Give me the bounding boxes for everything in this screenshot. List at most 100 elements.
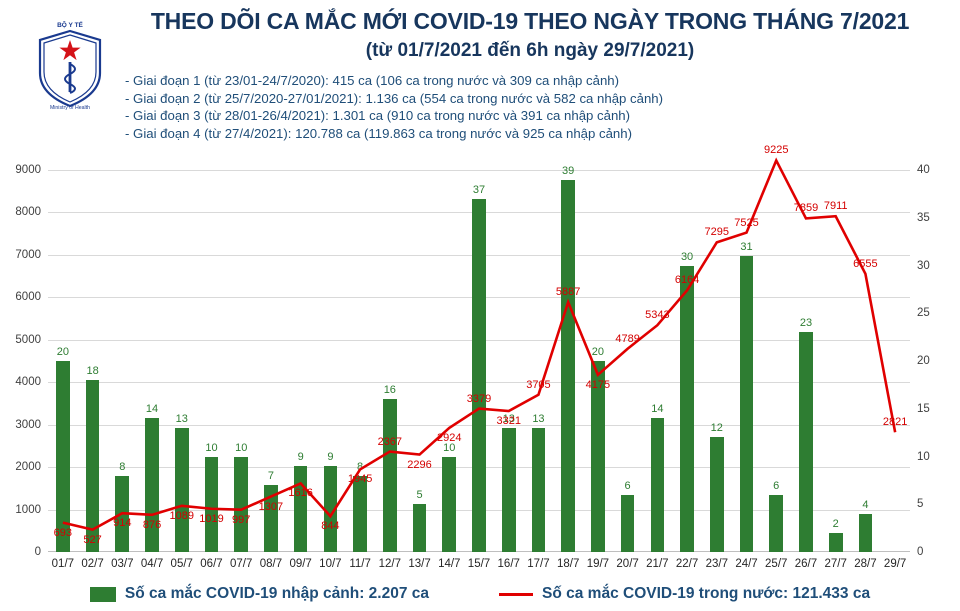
bar — [234, 456, 249, 552]
bar-value-label: 7 — [267, 470, 274, 483]
bar — [620, 494, 635, 552]
x-axis-tick: 02/7 — [81, 558, 104, 570]
bar-value-label: 10 — [443, 441, 456, 454]
x-axis-tick: 10/7 — [319, 558, 342, 570]
legend-line-label: Số ca mắc COVID-19 trong nước: 121.433 c… — [542, 585, 871, 602]
bar — [264, 485, 278, 552]
x-axis-tick: 07/7 — [230, 558, 253, 570]
phase-notes: - Giai đoạn 1 (từ 23/01-24/7/2020): 415 … — [0, 72, 960, 142]
y-axis-right-tick: 10 — [917, 450, 930, 463]
bar-value-label: 23 — [799, 317, 813, 330]
bar — [472, 198, 486, 552]
bar-value-label: 2 — [832, 517, 839, 530]
x-axis-tick: 28/7 — [854, 558, 877, 570]
bar-value-label: 14 — [651, 403, 664, 416]
line-value-label: 4789 — [615, 332, 640, 345]
x-axis-tick: 08/7 — [259, 558, 283, 570]
line-value-label: 7859 — [793, 202, 819, 215]
x-axis-tick: 27/7 — [824, 558, 847, 570]
x-axis-tick: 01/7 — [51, 558, 75, 570]
y-axis-left-tick: 0 — [34, 546, 41, 558]
y-axis-right-tick: 40 — [917, 164, 930, 176]
bar — [56, 361, 70, 552]
chart-header: BỘ Y TẾ Ministry of Health THEO DÕI CA M… — [0, 8, 960, 168]
y-axis-right-tick: 0 — [917, 546, 924, 558]
x-axis-tick: 22/7 — [675, 558, 699, 570]
bar-value-label: 13 — [175, 412, 188, 425]
bar-value-label: 13 — [532, 412, 545, 425]
bar-value-label: 10 — [235, 441, 248, 454]
x-axis-tick: 09/7 — [289, 558, 312, 570]
y-axis-left-tick: 2000 — [15, 461, 41, 474]
x-axis-tick: 23/7 — [705, 558, 728, 570]
bar-value-label: 14 — [145, 403, 159, 416]
x-axis-tick: 25/7 — [765, 558, 788, 570]
x-axis-tick: 12/7 — [378, 558, 402, 570]
bar — [501, 427, 516, 552]
bar-value-label: 16 — [383, 384, 396, 397]
y-axis-right-tick: 20 — [917, 355, 930, 367]
legend-item-domestic: Số ca mắc COVID-19 trong nước: 121.433 c… — [499, 585, 870, 603]
bar — [382, 399, 397, 552]
y-axis-right-tick: 30 — [917, 259, 930, 272]
bar — [650, 418, 665, 552]
bar-value-label: 31 — [740, 240, 753, 253]
line-value-label: 2296 — [407, 458, 432, 471]
line-value-label: 7911 — [823, 200, 848, 213]
legend-bar-swatch — [89, 586, 116, 602]
y-axis-left-tick: 3000 — [15, 418, 41, 431]
x-axis-tick: 13/7 — [408, 558, 431, 570]
x-axis-tick: 05/7 — [170, 558, 193, 570]
x-axis-tick: 24/7 — [735, 558, 758, 570]
x-axis-tick: 04/7 — [140, 558, 164, 570]
gridline — [48, 170, 910, 171]
line-value-label: 5343 — [645, 309, 670, 322]
page-subtitle: (từ 01/7/2021 đến 6h ngày 29/7/2021) — [365, 40, 695, 61]
x-axis-tick: 15/7 — [467, 558, 491, 570]
ministry-of-health-logo: BỘ Y TẾ Ministry of Health — [34, 18, 106, 111]
bar — [591, 361, 605, 552]
y-axis-left-tick: 9000 — [15, 164, 41, 176]
line-value-label: 5887 — [555, 286, 581, 299]
y-axis-right-tick: 35 — [917, 211, 930, 224]
line-value-label: 1089 — [169, 509, 194, 522]
phase-note-4: - Giai đoạn 4 (từ 27/4/2021): 120.788 ca… — [125, 125, 632, 141]
y-axis-left-tick: 7000 — [15, 248, 41, 261]
line-value-label: 7295 — [704, 226, 730, 239]
line-value-label: 2821 — [882, 416, 908, 429]
x-axis-tick: 06/7 — [200, 558, 223, 570]
bar-value-label: 30 — [680, 250, 694, 263]
bar — [799, 332, 813, 552]
chart-legend: Số ca mắc COVID-19 nhập cảnh: 2.207 ca S… — [0, 585, 960, 603]
line-value-label: 527 — [83, 533, 102, 546]
bar-value-label: 37 — [472, 183, 486, 196]
phase-note-1: - Giai đoạn 1 (từ 23/01-24/7/2020): 415 … — [125, 73, 620, 88]
covid-daily-cases-chart: 0 1000 2000 3000 4000 5000 6000 7000 8000 9000 0 5 1… — [0, 144, 960, 570]
bar — [174, 427, 189, 552]
svg-text:Ministry of Health: Ministry of Health — [50, 105, 90, 110]
line-value-label: 2924 — [437, 431, 462, 444]
y-axis-left-tick: 5000 — [15, 333, 41, 346]
line-value-label: 6164 — [674, 274, 700, 287]
bar — [145, 418, 159, 552]
bar — [769, 494, 784, 552]
plot-area: 0 1000 2000 3000 4000 5000 6000 7000 8000 9000 0 5 1… — [15, 144, 929, 570]
bar-value-label: 13 — [502, 412, 515, 425]
domestic-cases-line — [62, 157, 897, 532]
line-value-label: 1616 — [288, 487, 313, 500]
page-title: THEO DÕI CA MẮC MỚI COVID-19 THEO NGÀY T… — [150, 8, 910, 34]
x-axis-tick: 26/7 — [794, 558, 818, 570]
bar-value-label: 6 — [773, 479, 780, 492]
y-axis-right-tick: 5 — [917, 498, 924, 511]
y-axis-right-tick: 15 — [917, 402, 930, 415]
x-axis-tick: 03/7 — [111, 558, 134, 570]
bar-value-label: 6 — [624, 479, 631, 492]
x-axis-tick: 19/7 — [586, 558, 610, 570]
line-value-label: 876 — [142, 518, 162, 531]
bar — [323, 466, 338, 552]
line-value-label: 3379 — [466, 392, 492, 405]
line-value-label: 1019 — [199, 512, 224, 525]
bar-value-label: 4 — [862, 498, 869, 511]
legend-bar-label: Số ca mắc COVID-19 nhập cảnh: 2.207 ca — [124, 585, 430, 602]
legend-item-imported: Số ca mắc COVID-19 nhập cảnh: 2.207 ca — [89, 585, 430, 603]
